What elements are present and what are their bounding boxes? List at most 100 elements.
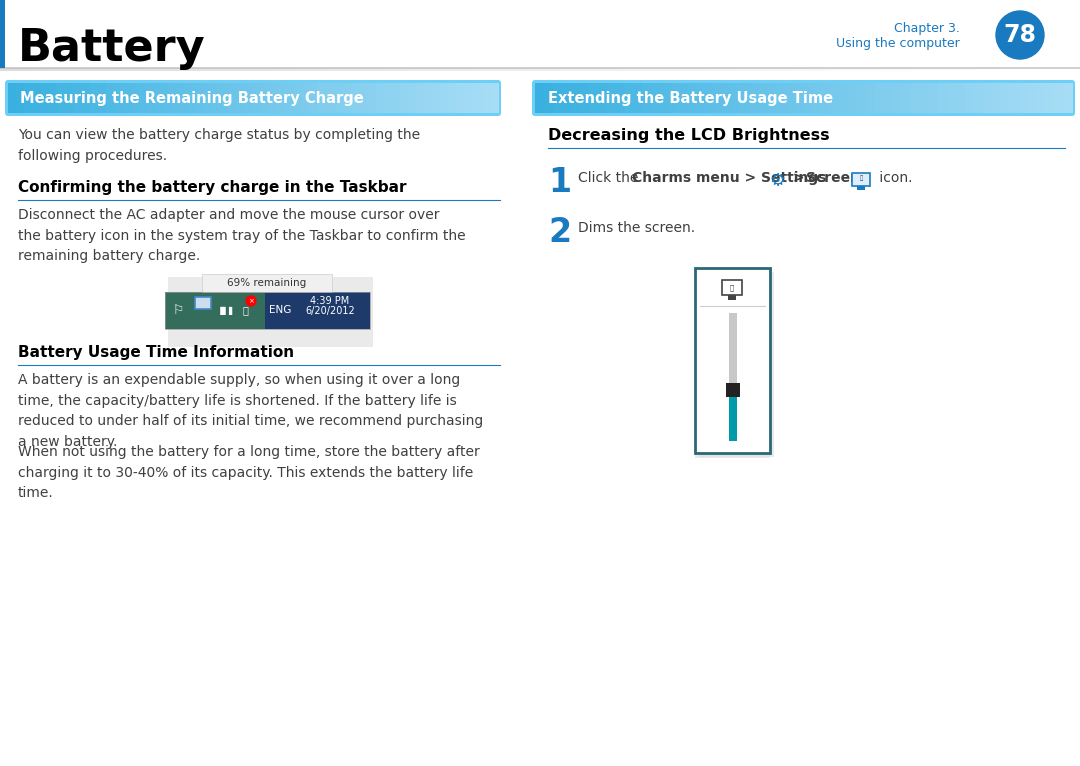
Bar bbox=[416, 83, 426, 113]
Bar bbox=[880, 68, 885, 71]
Bar bbox=[410, 68, 415, 71]
Bar bbox=[760, 68, 765, 71]
Text: >: > bbox=[788, 171, 809, 185]
Bar bbox=[55, 68, 60, 71]
Bar bbox=[265, 292, 370, 329]
FancyBboxPatch shape bbox=[532, 80, 1075, 116]
Bar bbox=[585, 68, 590, 71]
Bar bbox=[460, 68, 465, 71]
Bar bbox=[544, 83, 553, 113]
Bar bbox=[545, 68, 550, 71]
Bar bbox=[920, 83, 929, 113]
Bar bbox=[795, 68, 800, 71]
Bar bbox=[865, 68, 870, 71]
Bar bbox=[165, 292, 370, 329]
Bar bbox=[110, 68, 114, 71]
Bar bbox=[376, 83, 384, 113]
Bar bbox=[705, 68, 710, 71]
Bar bbox=[195, 297, 211, 309]
Bar bbox=[940, 68, 945, 71]
Bar bbox=[220, 83, 229, 113]
Bar bbox=[678, 83, 688, 113]
Bar bbox=[780, 68, 785, 71]
Bar bbox=[230, 68, 235, 71]
Bar bbox=[405, 68, 410, 71]
Bar bbox=[291, 68, 295, 71]
Bar bbox=[985, 68, 990, 71]
Bar bbox=[924, 68, 930, 71]
Bar bbox=[590, 68, 595, 71]
Bar bbox=[765, 68, 770, 71]
Bar bbox=[95, 68, 100, 71]
Bar bbox=[225, 68, 230, 71]
Bar bbox=[510, 68, 515, 71]
Bar bbox=[696, 453, 770, 458]
Bar bbox=[190, 68, 195, 71]
Bar bbox=[106, 83, 114, 113]
Bar bbox=[875, 83, 885, 113]
Bar bbox=[202, 274, 332, 292]
Bar bbox=[535, 68, 540, 71]
Bar bbox=[25, 83, 33, 113]
Bar bbox=[415, 68, 420, 71]
Text: A battery is an expendable supply, so when using it over a long
time, the capaci: A battery is an expendable supply, so wh… bbox=[18, 373, 483, 449]
Bar bbox=[645, 68, 650, 71]
Bar bbox=[580, 68, 585, 71]
Bar bbox=[495, 68, 500, 71]
Bar bbox=[286, 83, 295, 113]
Bar bbox=[697, 83, 705, 113]
Bar bbox=[670, 68, 675, 71]
Circle shape bbox=[996, 11, 1044, 59]
Bar bbox=[885, 68, 890, 71]
Bar bbox=[5, 68, 10, 71]
Bar bbox=[555, 68, 561, 71]
Text: ▐▌▌: ▐▌▌ bbox=[217, 306, 237, 315]
Bar bbox=[700, 68, 705, 71]
Bar bbox=[825, 68, 831, 71]
Bar bbox=[80, 68, 85, 71]
Bar bbox=[1018, 83, 1028, 113]
Bar bbox=[335, 68, 340, 71]
Bar bbox=[310, 83, 319, 113]
Bar bbox=[122, 83, 131, 113]
Bar bbox=[675, 68, 680, 71]
Bar bbox=[725, 68, 730, 71]
Bar bbox=[195, 83, 204, 113]
Text: Battery: Battery bbox=[18, 27, 205, 70]
Bar bbox=[131, 83, 139, 113]
Bar bbox=[553, 83, 563, 113]
Bar bbox=[1054, 83, 1064, 113]
Bar bbox=[750, 83, 759, 113]
Bar bbox=[49, 83, 57, 113]
Bar bbox=[920, 68, 924, 71]
Bar bbox=[185, 68, 190, 71]
Bar bbox=[465, 83, 474, 113]
Bar bbox=[866, 83, 876, 113]
Bar bbox=[983, 83, 991, 113]
Text: 6/20/2012: 6/20/2012 bbox=[306, 306, 355, 316]
Bar bbox=[215, 68, 220, 71]
Bar bbox=[660, 68, 665, 71]
Text: 🔈: 🔈 bbox=[242, 305, 248, 315]
Bar bbox=[365, 68, 370, 71]
Bar bbox=[775, 68, 780, 71]
Bar bbox=[163, 83, 172, 113]
Bar bbox=[0, 68, 5, 71]
Bar bbox=[350, 68, 355, 71]
Bar bbox=[956, 83, 966, 113]
Bar bbox=[310, 68, 315, 71]
Bar bbox=[634, 83, 643, 113]
Text: 🔒: 🔒 bbox=[730, 285, 734, 291]
Bar bbox=[490, 68, 495, 71]
Text: You can view the battery charge status by completing the
following procedures.: You can view the battery charge status b… bbox=[18, 128, 420, 162]
Bar bbox=[294, 83, 302, 113]
Bar bbox=[90, 68, 95, 71]
Bar bbox=[135, 68, 140, 71]
Bar bbox=[950, 68, 955, 71]
Text: Disconnect the AC adapter and move the mouse cursor over
the battery icon in the: Disconnect the AC adapter and move the m… bbox=[18, 208, 465, 264]
Text: ⚐: ⚐ bbox=[174, 303, 185, 316]
Bar bbox=[319, 83, 327, 113]
Bar bbox=[732, 83, 741, 113]
Bar bbox=[715, 68, 720, 71]
Bar bbox=[729, 397, 737, 441]
